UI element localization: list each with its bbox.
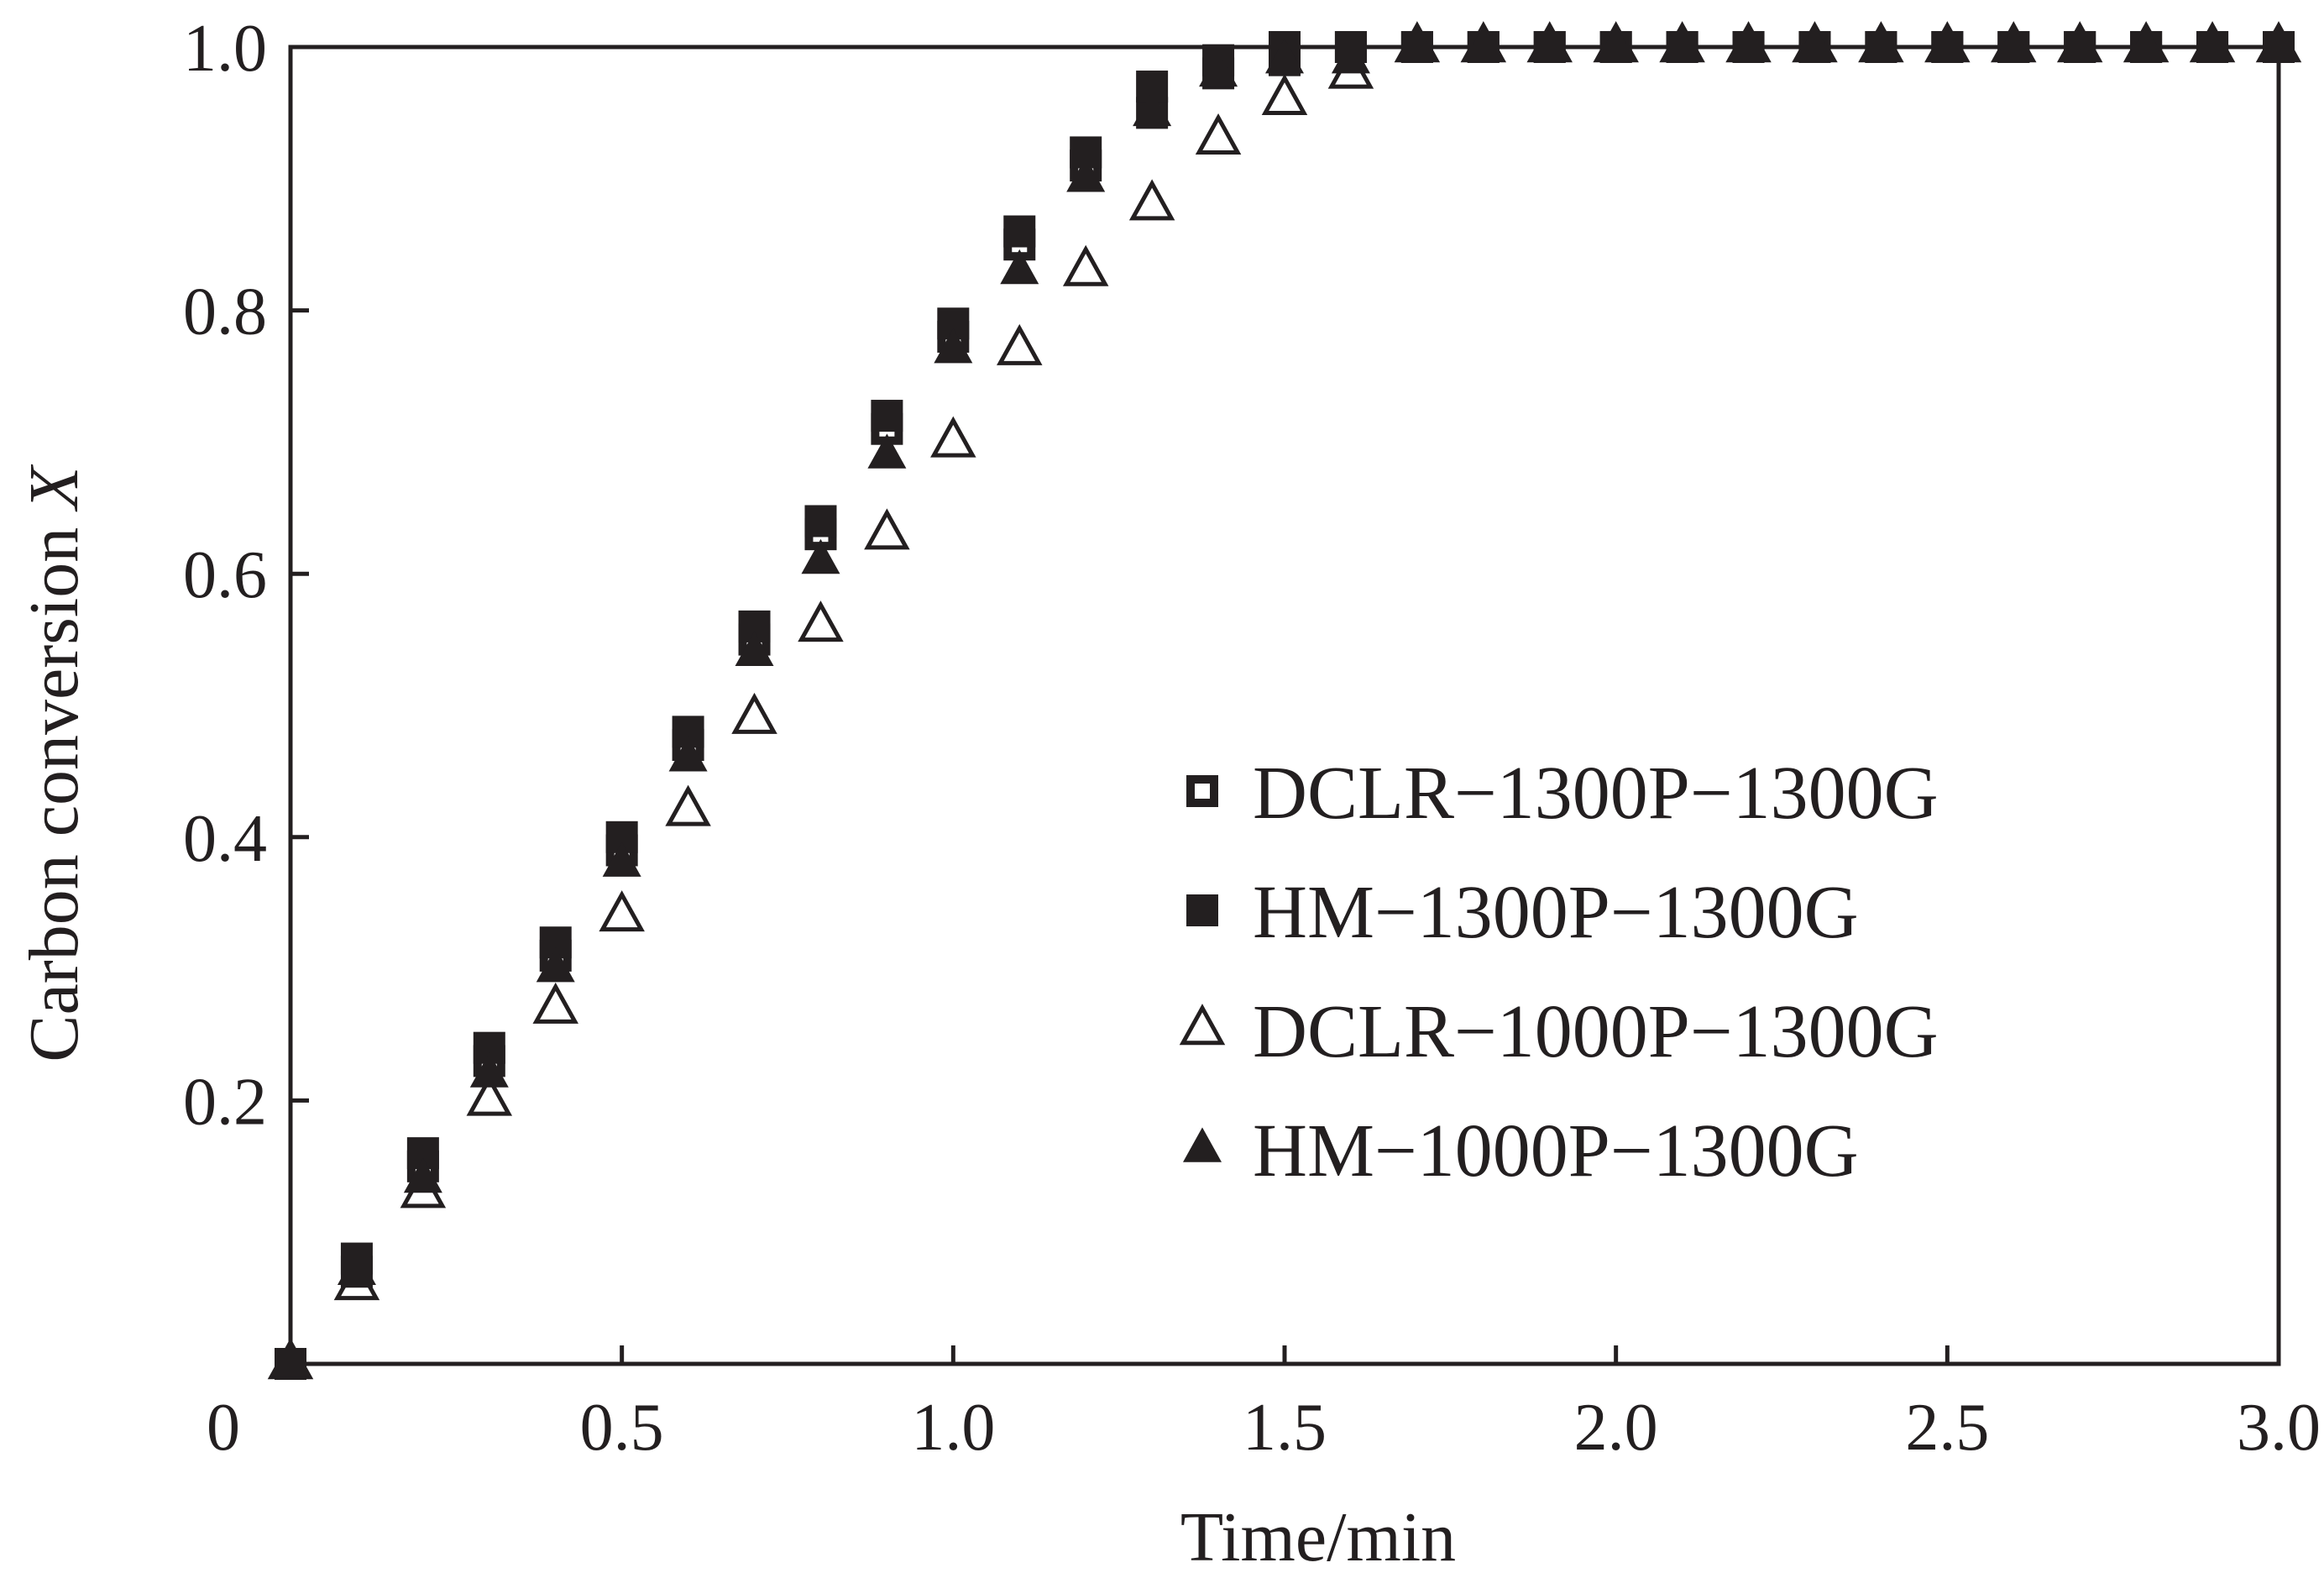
y-axis-title-main: Carbon conversion — [15, 510, 93, 1062]
data-point — [536, 946, 575, 983]
data-point — [1596, 25, 1636, 60]
y-axis-title: Carbon conversion X — [15, 464, 93, 1062]
data-point — [2259, 25, 2298, 60]
y-tick-label: 0.4 — [183, 802, 267, 876]
data-point — [1729, 25, 1768, 60]
y-axis-ticks: 0.2 0.4 0.6 0.8 1.0 — [183, 12, 309, 1139]
data-point — [1133, 91, 1172, 127]
data-point — [798, 600, 844, 642]
legend-label: DCLR−1300P−1300G — [1253, 752, 1939, 835]
data-point — [1003, 215, 1036, 248]
data-point — [532, 982, 578, 1024]
x-tick-label: 0 — [207, 1391, 240, 1465]
legend-marker — [1186, 894, 1218, 926]
y-tick-label: 0.6 — [183, 538, 267, 612]
data-point — [602, 842, 641, 877]
data-point — [1265, 39, 1304, 74]
legend-label: HM−1300P−1300G — [1253, 871, 1859, 954]
data-point — [599, 890, 645, 932]
legend-item: DCLR−1300P−1300G — [1186, 752, 1939, 835]
data-point — [735, 631, 774, 667]
data-point — [1530, 25, 1569, 60]
data-point — [665, 784, 711, 826]
legend-label: HM−1000P−1300G — [1253, 1109, 1859, 1193]
data-point — [337, 1250, 376, 1285]
data-point — [1000, 249, 1039, 285]
data-point — [867, 433, 907, 469]
data-point — [871, 400, 903, 433]
legend: DCLR−1300P−1300G HM−1300P−1300G DCLR−1000P… — [1179, 752, 1939, 1193]
data-point — [2193, 25, 2232, 60]
data-marks — [267, 21, 2302, 1380]
data-point — [1928, 25, 1967, 60]
data-point — [930, 416, 976, 458]
data-point — [2060, 25, 2100, 60]
legend-item: HM−1300P−1300G — [1186, 871, 1859, 954]
data-point — [1128, 179, 1175, 221]
legend-marker — [1179, 1004, 1226, 1046]
data-point — [1397, 25, 1437, 60]
x-tick-label: 1.0 — [911, 1391, 995, 1465]
x-tick-label: 1.5 — [1243, 1391, 1327, 1465]
data-point — [1662, 25, 1702, 60]
data-point — [469, 1052, 509, 1088]
legend-marker — [1183, 1127, 1222, 1162]
x-axis-title: Time/min — [1180, 1498, 1456, 1576]
x-tick-label: 2.5 — [1905, 1391, 1989, 1465]
legend-marker — [1186, 775, 1218, 807]
data-point — [1994, 25, 2034, 60]
data-point — [1199, 51, 1238, 87]
data-point — [1195, 113, 1242, 155]
legend-item: HM−1000P−1300G — [1183, 1109, 1859, 1193]
data-point — [1066, 157, 1106, 192]
data-point — [864, 508, 910, 550]
y-axis-title-variable: X — [15, 464, 93, 512]
data-point — [934, 328, 973, 364]
data-point — [403, 1157, 442, 1193]
legend-item: DCLR−1000P−1300G — [1179, 990, 1939, 1073]
data-point — [2127, 25, 2166, 60]
data-point — [804, 505, 837, 537]
data-point — [466, 1074, 513, 1116]
y-tick-label: 0.2 — [183, 1065, 267, 1139]
data-point — [1062, 244, 1109, 286]
legend-label: DCLR−1000P−1300G — [1253, 990, 1939, 1073]
plot-frame — [288, 45, 2281, 1366]
data-point — [1331, 39, 1370, 74]
data-point — [731, 692, 777, 734]
data-point — [801, 538, 840, 574]
x-axis-ticks: 0 0.5 1.0 1.5 2.0 2.5 3.0 — [207, 1345, 2321, 1465]
data-point — [1861, 25, 1901, 60]
data-point — [1261, 73, 1308, 115]
y-tick-label: 0.8 — [183, 275, 267, 349]
y-tick-label: 1.0 — [183, 12, 267, 86]
data-point — [997, 323, 1043, 365]
x-tick-label: 0.5 — [580, 1391, 664, 1465]
data-point — [668, 737, 708, 772]
x-tick-label: 2.0 — [1574, 1391, 1658, 1465]
x-tick-label: 3.0 — [2237, 1391, 2321, 1465]
data-point — [1463, 25, 1503, 60]
data-point — [1795, 25, 1835, 60]
